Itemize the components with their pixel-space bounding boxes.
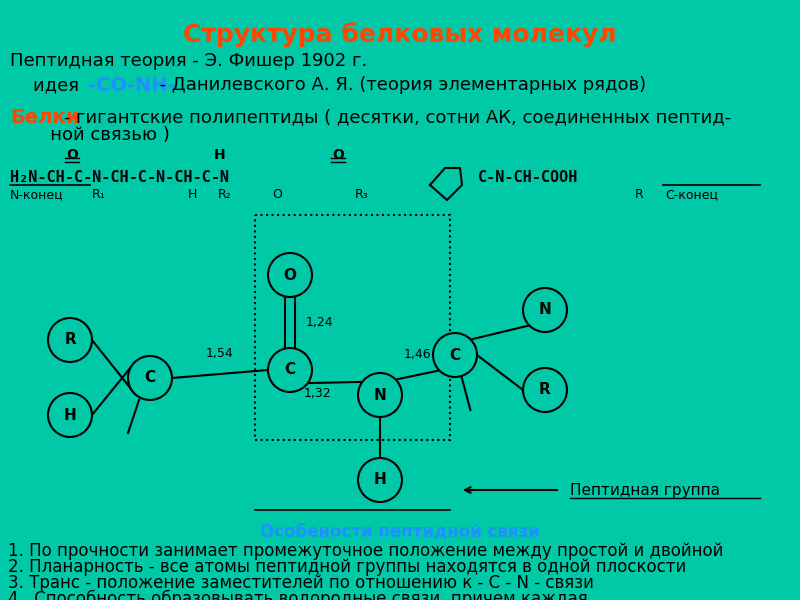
Text: -СО-NН-: -СО-NН- [88,76,175,95]
Text: Особености пептидной связи: Особености пептидной связи [260,522,540,540]
Text: 1,46: 1,46 [404,348,431,361]
Text: ной связью ): ной связью ) [10,126,170,144]
Text: 2. Планарность - все атомы пептидной группы находятся в одной плоскости: 2. Планарность - все атомы пептидной гру… [8,558,686,576]
Circle shape [523,368,567,412]
Text: C: C [450,347,461,362]
Text: R₁: R₁ [92,188,106,201]
Text: 1,32: 1,32 [303,388,331,401]
Circle shape [358,458,402,502]
Text: H: H [64,407,76,422]
Text: C-конец: C-конец [665,188,718,201]
Text: N: N [374,388,386,403]
Text: R₂: R₂ [218,188,232,201]
Circle shape [128,356,172,400]
Text: идея: идея [10,76,90,94]
Bar [255,215,450,440]
Text: O: O [272,188,282,201]
Text: O: O [66,148,78,162]
Text: N-конец: N-конец [10,188,64,201]
Text: 1,54: 1,54 [206,347,234,360]
Text: Белки: Белки [10,108,79,127]
Text: Структура белковых молекул: Структура белковых молекул [183,22,617,47]
Circle shape [268,253,312,297]
Circle shape [523,288,567,332]
Text: C: C [145,370,155,385]
Circle shape [268,348,312,392]
Text: O: O [332,148,344,162]
Text: R: R [635,188,644,201]
Text: R: R [539,383,551,397]
Text: H₂N-CH-C-N-CH-C-N-CH-C-N: H₂N-CH-C-N-CH-C-N-CH-C-N [10,170,229,185]
Text: R: R [64,332,76,347]
Text: 3. Транс - положение заместителей по отношению к - С - N - связи: 3. Транс - положение заместителей по отн… [8,574,594,592]
Text: H: H [374,473,386,487]
Text: H: H [188,188,198,201]
Text: R₃: R₃ [355,188,369,201]
Text: N: N [538,302,551,317]
Text: Пептидная группа: Пептидная группа [570,482,720,497]
Text: - гигантские полипептиды ( десятки, сотни АК, соединенных пептид-: - гигантские полипептиды ( десятки, сотн… [58,108,731,126]
Circle shape [48,393,92,437]
Circle shape [358,373,402,417]
Circle shape [48,318,92,362]
Text: C-N-CH-COOH: C-N-CH-COOH [478,170,578,185]
Text: O: O [283,268,297,283]
Text: H: H [214,148,226,162]
Text: - Данилевского А. Я. (теория элементарных рядов): - Данилевского А. Я. (теория элементарны… [148,76,646,94]
Text: 1. По прочности занимает промежуточное положение между простой и двойной: 1. По прочности занимает промежуточное п… [8,542,723,560]
Text: 4.  Способность образовывать водородные связи, причем каждая: 4. Способность образовывать водородные с… [8,590,588,600]
Text: 1,24: 1,24 [306,316,334,329]
Circle shape [433,333,477,377]
Text: C: C [285,362,295,377]
Text: Пептидная теория - Э. Фишер 1902 г.: Пептидная теория - Э. Фишер 1902 г. [10,52,367,70]
